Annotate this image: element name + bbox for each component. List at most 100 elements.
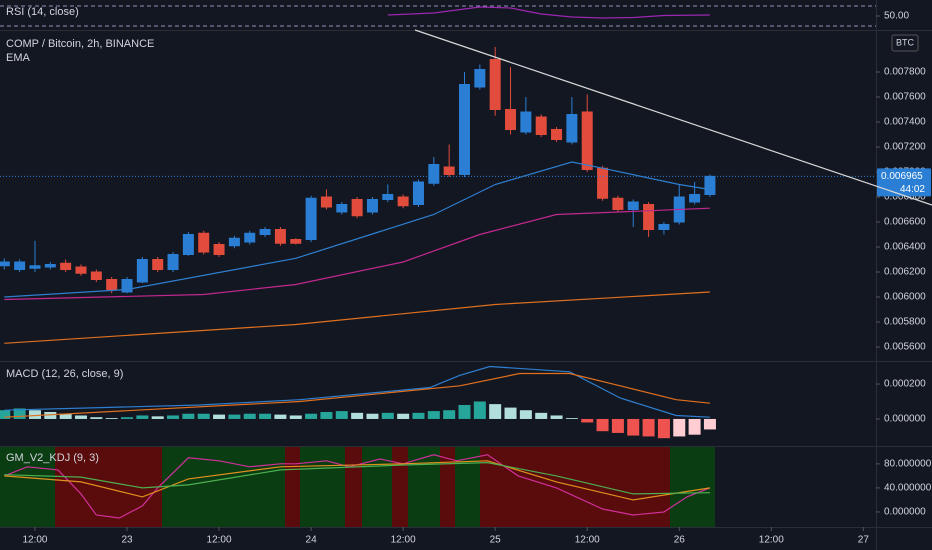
candle-body xyxy=(489,59,501,110)
histogram-bar xyxy=(197,413,210,419)
histogram-bar xyxy=(535,412,548,419)
panel: 50.00 xyxy=(0,5,909,27)
kdj-zone xyxy=(300,447,345,527)
histogram-bar xyxy=(182,413,195,419)
candle-body xyxy=(228,237,240,247)
kdj-zone xyxy=(408,447,440,527)
y-tick-label: 0.006600 xyxy=(884,217,926,228)
candle-body xyxy=(658,224,670,230)
indicator-line xyxy=(4,454,711,519)
candle-body xyxy=(44,264,56,268)
kdj-zone xyxy=(285,447,300,527)
indicator-line xyxy=(4,461,710,495)
x-tick-label: 12:00 xyxy=(22,535,47,546)
y-tick-label: 0.007200 xyxy=(884,142,926,153)
histogram-bar xyxy=(289,415,302,419)
candle-body xyxy=(505,109,517,130)
candle-body xyxy=(136,259,148,283)
kdj-zone xyxy=(362,447,392,527)
y-tick-label: 0.007600 xyxy=(884,92,926,103)
x-tick-label: 12:00 xyxy=(207,535,232,546)
kdj-zone xyxy=(392,447,408,527)
y-tick-label: 40.000000 xyxy=(884,483,932,494)
countdown-label: 44:02 xyxy=(900,184,925,195)
kdj-zone xyxy=(480,447,670,527)
histogram-bar xyxy=(121,417,134,419)
kdj-background xyxy=(0,447,715,527)
candle-body xyxy=(459,84,471,175)
kdj-zone xyxy=(345,447,362,527)
histogram-bar xyxy=(412,412,425,419)
candle-body xyxy=(152,259,164,270)
candle-body xyxy=(198,232,210,253)
histogram-bar xyxy=(443,410,456,419)
candle-body xyxy=(336,204,348,213)
histogram-bar xyxy=(320,411,333,419)
indicator-line xyxy=(4,161,710,298)
kdj-title: GM_V2_KDJ (9, 3) xyxy=(6,452,99,464)
candle-body xyxy=(397,196,409,207)
histogram-bar xyxy=(228,414,241,419)
histogram-bar xyxy=(381,412,394,419)
y-tick-label: 0.000000 xyxy=(884,507,926,518)
indicator-line xyxy=(4,372,710,418)
histogram-bar xyxy=(489,404,502,419)
last-price-label: 0.006965 xyxy=(881,171,923,182)
candle-body xyxy=(428,164,440,184)
histogram-bar xyxy=(59,413,72,419)
last-price-box xyxy=(877,168,931,197)
histogram-bar xyxy=(213,414,226,419)
trend-line[interactable] xyxy=(414,29,932,206)
candle-body xyxy=(213,244,225,255)
plot: 12:00 23 12:00 24 12:00 25 12:00 26 12:00 27 50.00… xyxy=(0,5,932,546)
y-tick-label: 0.006400 xyxy=(884,242,926,253)
candle-body xyxy=(75,266,87,274)
histogram-bar xyxy=(366,413,379,419)
currency-badge[interactable] xyxy=(891,34,919,52)
y-tick-label: 0.006200 xyxy=(884,267,926,278)
x-tick-label: 23 xyxy=(121,535,133,546)
histogram-bar xyxy=(13,408,26,419)
y-tick-label: 80.000000 xyxy=(884,458,932,469)
kdj-zone xyxy=(162,447,285,527)
candle-body xyxy=(382,194,394,200)
candle-body xyxy=(259,229,271,235)
x-tick-label: 12:00 xyxy=(759,535,784,546)
candle-body xyxy=(320,196,332,208)
histogram-bar xyxy=(136,415,149,419)
y-tick-label: 0.000000 xyxy=(884,414,926,425)
candle-body xyxy=(474,69,486,88)
candle-body xyxy=(535,116,547,135)
histogram-bar xyxy=(703,418,716,430)
candle-body xyxy=(612,197,624,210)
histogram-bar xyxy=(28,410,41,419)
histogram-bar xyxy=(0,410,11,419)
y-tick-label: 0.007800 xyxy=(884,67,926,78)
x-tick-label: 27 xyxy=(858,535,870,546)
kdj-zone xyxy=(55,447,162,527)
y-tick-label: 0.005800 xyxy=(884,317,926,328)
histogram-bar xyxy=(657,418,670,439)
histogram-bar xyxy=(458,404,471,419)
histogram-bar xyxy=(642,418,655,437)
macd-title: MACD (12, 26, close, 9) xyxy=(6,368,123,380)
candle-body xyxy=(305,197,317,240)
y-tick-label: 0.005600 xyxy=(884,342,926,353)
histogram-bar xyxy=(581,418,594,423)
candle-body xyxy=(704,175,716,195)
candle-body xyxy=(182,234,194,255)
candle-body xyxy=(0,261,10,267)
candle-body xyxy=(520,111,532,133)
histogram-bar xyxy=(427,411,440,419)
histogram-bar xyxy=(274,414,287,419)
candle-body xyxy=(597,167,609,199)
candle-body xyxy=(566,114,578,143)
y-tick-label: 0.006000 xyxy=(884,292,926,303)
indicator-line xyxy=(4,365,710,418)
histogram-bar xyxy=(243,413,256,419)
candle-body xyxy=(581,111,593,170)
candle-body xyxy=(244,232,256,243)
kdj-zone xyxy=(440,447,455,527)
x-tick-label: 12:00 xyxy=(391,535,416,546)
